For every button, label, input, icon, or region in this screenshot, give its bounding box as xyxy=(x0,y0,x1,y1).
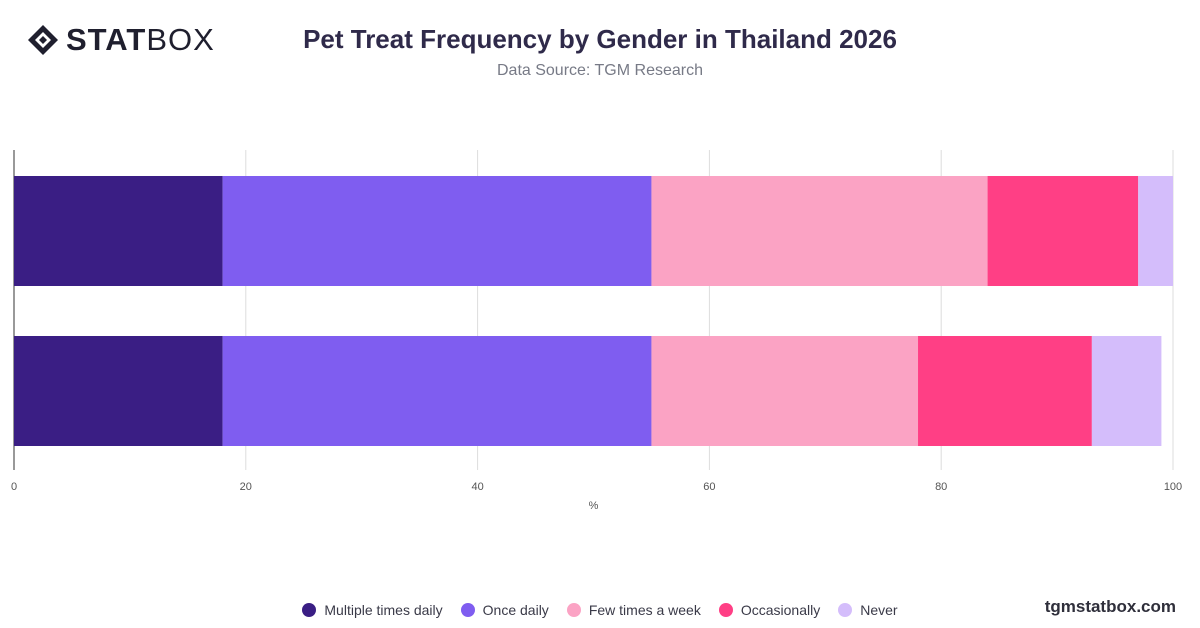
legend-item[interactable]: Once daily xyxy=(460,602,549,618)
chart-legend: Multiple times daily Once daily Few times … xyxy=(0,602,1200,618)
bar-segment-1-3 xyxy=(651,176,988,286)
legend-item[interactable]: Multiple times daily xyxy=(302,602,443,618)
legend-swatch xyxy=(460,603,475,617)
legend-label: Occasionally xyxy=(740,602,821,618)
legend-item[interactable]: Few times a week xyxy=(566,602,701,618)
bar-segment-1-1 xyxy=(14,176,223,286)
bar-segment-2-4 xyxy=(918,336,1092,446)
legend-item[interactable]: Never xyxy=(838,602,898,618)
legend-swatch xyxy=(566,603,581,617)
chart-subtitle: Data Source: TGM Research xyxy=(496,62,703,79)
statbox-logo-mark-icon xyxy=(28,25,58,55)
footer-brand: tgmstatbox.com xyxy=(1044,597,1176,616)
bar-segment-2-1 xyxy=(14,336,223,446)
legend-label: Never xyxy=(860,602,898,618)
legend-label: Once daily xyxy=(482,602,549,618)
bar-segment-2-2 xyxy=(222,336,652,446)
legend-label: Multiple times daily xyxy=(324,602,443,618)
x-tick-label: 0 xyxy=(11,481,17,493)
bar-segment-1-5 xyxy=(1138,176,1173,286)
x-axis-label: % xyxy=(589,500,599,512)
legend-swatch xyxy=(838,603,853,617)
x-tick-label: 80 xyxy=(935,481,947,493)
x-tick-label: 20 xyxy=(240,481,252,493)
statbox-logo-text: STATBOX xyxy=(66,22,215,58)
bar-segment-1-4 xyxy=(987,176,1139,286)
x-tick-label: 60 xyxy=(703,481,715,493)
x-tick-label: 100 xyxy=(1164,481,1182,493)
statbox-logo: STATBOX xyxy=(26,22,215,58)
bar-segment-2-5 xyxy=(1091,336,1162,446)
chart-title: Pet Treat Frequency by Gender in Thailan… xyxy=(303,24,897,54)
logo-text-bold: STAT xyxy=(66,22,147,57)
legend-item[interactable]: Occasionally xyxy=(718,602,821,618)
legend-swatch xyxy=(718,603,733,617)
bar-segment-2-3 xyxy=(651,336,919,446)
bar-segment-1-2 xyxy=(222,176,652,286)
logo-text-light: BOX xyxy=(146,22,215,57)
x-tick-label: 40 xyxy=(471,481,483,493)
legend-label: Few times a week xyxy=(588,602,701,618)
legend-swatch xyxy=(302,603,317,617)
